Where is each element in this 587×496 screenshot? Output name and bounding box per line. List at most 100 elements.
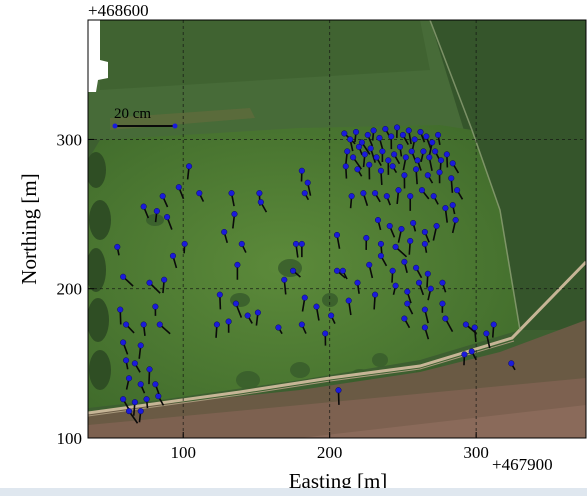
observation-dot xyxy=(367,145,374,152)
observation-point xyxy=(392,282,399,295)
observation-dot xyxy=(216,291,223,298)
observation-point xyxy=(377,240,384,256)
observation-point xyxy=(377,252,388,267)
observation-point xyxy=(372,190,381,203)
observation-point xyxy=(374,216,382,231)
observation-dot xyxy=(354,166,361,173)
observation-point xyxy=(490,321,497,338)
observation-dot xyxy=(396,143,404,150)
observation-point xyxy=(228,190,235,207)
observation-point xyxy=(125,408,139,424)
observation-dot xyxy=(257,199,264,206)
observation-point xyxy=(140,203,150,219)
observation-point xyxy=(244,312,253,324)
observation-point xyxy=(231,211,238,229)
observation-point xyxy=(350,154,362,170)
observation-point xyxy=(388,133,395,150)
observation-point xyxy=(418,187,430,200)
scale-bar-label: 20 cm xyxy=(114,106,151,122)
x-tick-label: 300 xyxy=(463,443,489,462)
observation-point xyxy=(461,351,468,366)
observation-dot xyxy=(449,160,456,167)
observation-point xyxy=(401,258,408,274)
observation-point xyxy=(439,279,447,293)
observation-point xyxy=(454,187,464,200)
observation-dot xyxy=(366,161,373,168)
observation-dot xyxy=(377,252,384,259)
observation-dot xyxy=(372,291,379,298)
observation-dot xyxy=(392,282,399,289)
observation-dot xyxy=(146,279,153,286)
observation-dot xyxy=(364,131,371,138)
observation-dot xyxy=(131,360,138,367)
observation-point xyxy=(428,139,436,155)
observation-dot xyxy=(225,318,232,325)
observation-dot xyxy=(471,324,478,331)
observation-point xyxy=(146,279,161,294)
observation-dot xyxy=(405,127,412,134)
observation-point xyxy=(399,131,409,146)
observation-point xyxy=(389,163,398,174)
observation-dot xyxy=(420,148,427,155)
observation-point xyxy=(275,324,283,335)
y-tick-label: 300 xyxy=(57,130,83,149)
observation-dot xyxy=(452,216,459,224)
observation-point xyxy=(395,187,402,205)
observation-dot xyxy=(328,312,335,319)
observation-point xyxy=(483,330,491,349)
observation-point xyxy=(394,124,401,138)
observation-dot xyxy=(301,190,308,197)
observation-dot xyxy=(437,157,445,164)
observation-point xyxy=(292,240,300,258)
observation-dot xyxy=(404,300,411,307)
observation-point xyxy=(181,240,188,254)
observation-point xyxy=(301,190,310,201)
observation-dot xyxy=(483,330,490,337)
observation-dot xyxy=(414,157,421,164)
observation-dot xyxy=(213,321,220,328)
observation-dot xyxy=(408,148,415,155)
observation-point xyxy=(508,360,516,371)
observation-dot xyxy=(120,273,127,280)
observation-point xyxy=(430,193,439,205)
observation-point xyxy=(366,261,374,279)
observation-dot xyxy=(335,387,342,394)
observation-dot xyxy=(140,203,147,210)
observation-dot xyxy=(413,166,420,173)
observation-point xyxy=(377,167,384,185)
observation-dot xyxy=(342,163,349,170)
observation-dot xyxy=(361,151,368,158)
observation-dot xyxy=(137,342,144,349)
observation-point xyxy=(120,396,130,410)
observation-point xyxy=(123,321,135,334)
observation-point xyxy=(413,166,420,185)
observation-point xyxy=(442,205,449,223)
observation-dot xyxy=(175,184,182,191)
observation-dot xyxy=(402,154,409,161)
observation-dot xyxy=(123,321,130,328)
observation-dot xyxy=(301,294,308,301)
observation-point xyxy=(196,190,205,202)
observation-point xyxy=(386,222,396,238)
observation-point xyxy=(328,312,336,324)
observation-point xyxy=(355,143,363,156)
observation-point xyxy=(146,366,153,385)
left-hedgerow xyxy=(88,152,111,390)
observation-dot xyxy=(421,306,428,313)
observation-dot xyxy=(298,240,305,247)
observation-dot xyxy=(254,309,261,316)
observation-point xyxy=(407,237,414,255)
observation-dot xyxy=(377,240,384,247)
axis-ticks: 100 200 300 100 200 300 xyxy=(57,130,489,462)
observation-dot xyxy=(430,193,437,200)
observation-point xyxy=(232,300,243,318)
observation-point xyxy=(435,131,442,146)
observation-point xyxy=(298,240,305,258)
observation-point xyxy=(360,190,369,207)
observation-point xyxy=(352,128,360,143)
observation-point xyxy=(345,297,352,316)
observation-point xyxy=(137,381,146,394)
observation-dot xyxy=(394,124,401,131)
observation-point xyxy=(421,324,430,340)
observation-dot xyxy=(231,211,238,218)
